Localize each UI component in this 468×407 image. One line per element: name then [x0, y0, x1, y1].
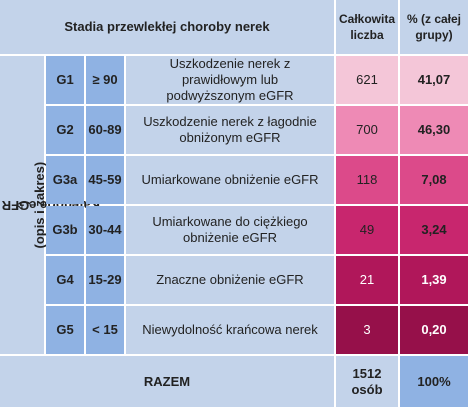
stage-count: 621: [336, 56, 398, 104]
stage-count: 49: [336, 206, 398, 254]
stage-egfr-range: 15-29: [86, 256, 124, 304]
stage-percentage: 41,07: [400, 56, 468, 104]
header-percentage: % (z całej grupy): [400, 0, 468, 54]
stage-count: 700: [336, 106, 398, 154]
stage-count: 118: [336, 156, 398, 204]
header-stage-title: Stadia przewlekłej choroby nerek: [0, 0, 334, 54]
stage-grade: G1: [46, 56, 84, 104]
stage-grade: G3b: [46, 206, 84, 254]
stage-description: Znaczne obniżenie eGFR: [126, 256, 334, 304]
stage-percentage: 7,08: [400, 156, 468, 204]
stage-percentage: 1,39: [400, 256, 468, 304]
stage-egfr-range: ≥ 90: [86, 56, 124, 104]
stage-description: Umiarkowane obniżenie eGFR: [126, 156, 334, 204]
stage-grade: G5: [46, 306, 84, 354]
stage-description: Uszkodzenie nerek z prawidłowym lub podw…: [126, 56, 334, 104]
stage-grade: G4: [46, 256, 84, 304]
stage-egfr-range: 60-89: [86, 106, 124, 154]
side-label-line1: Kategorie eGFR (ml/min/1,73 m2): [0, 197, 100, 213]
stage-percentage: 46,30: [400, 106, 468, 154]
stage-egfr-range: 30-44: [86, 206, 124, 254]
header-total-count: Całkowita liczba: [336, 0, 398, 54]
stage-percentage: 0,20: [400, 306, 468, 354]
stage-grade: G2: [46, 106, 84, 154]
total-percentage: 100%: [400, 356, 468, 407]
stage-description: Umiarkowane do ciężkiego obniżenie eGFR: [126, 206, 334, 254]
stage-count: 3: [336, 306, 398, 354]
egfr-category-side-label: Kategorie eGFR (ml/min/1,73 m2) (opis i …: [0, 56, 100, 354]
stage-percentage: 3,24: [400, 206, 468, 254]
stage-description: Niewydolność krańcowa nerek: [126, 306, 334, 354]
total-label: RAZEM: [0, 356, 334, 407]
stage-egfr-range: < 15: [86, 306, 124, 354]
stage-count: 21: [336, 256, 398, 304]
stage-egfr-range: 45-59: [86, 156, 124, 204]
stage-grade: G3a: [46, 156, 84, 204]
total-count: 1512 osób: [336, 356, 398, 407]
stage-description: Uszkodzenie nerek z łagodnie obniżonym e…: [126, 106, 334, 154]
